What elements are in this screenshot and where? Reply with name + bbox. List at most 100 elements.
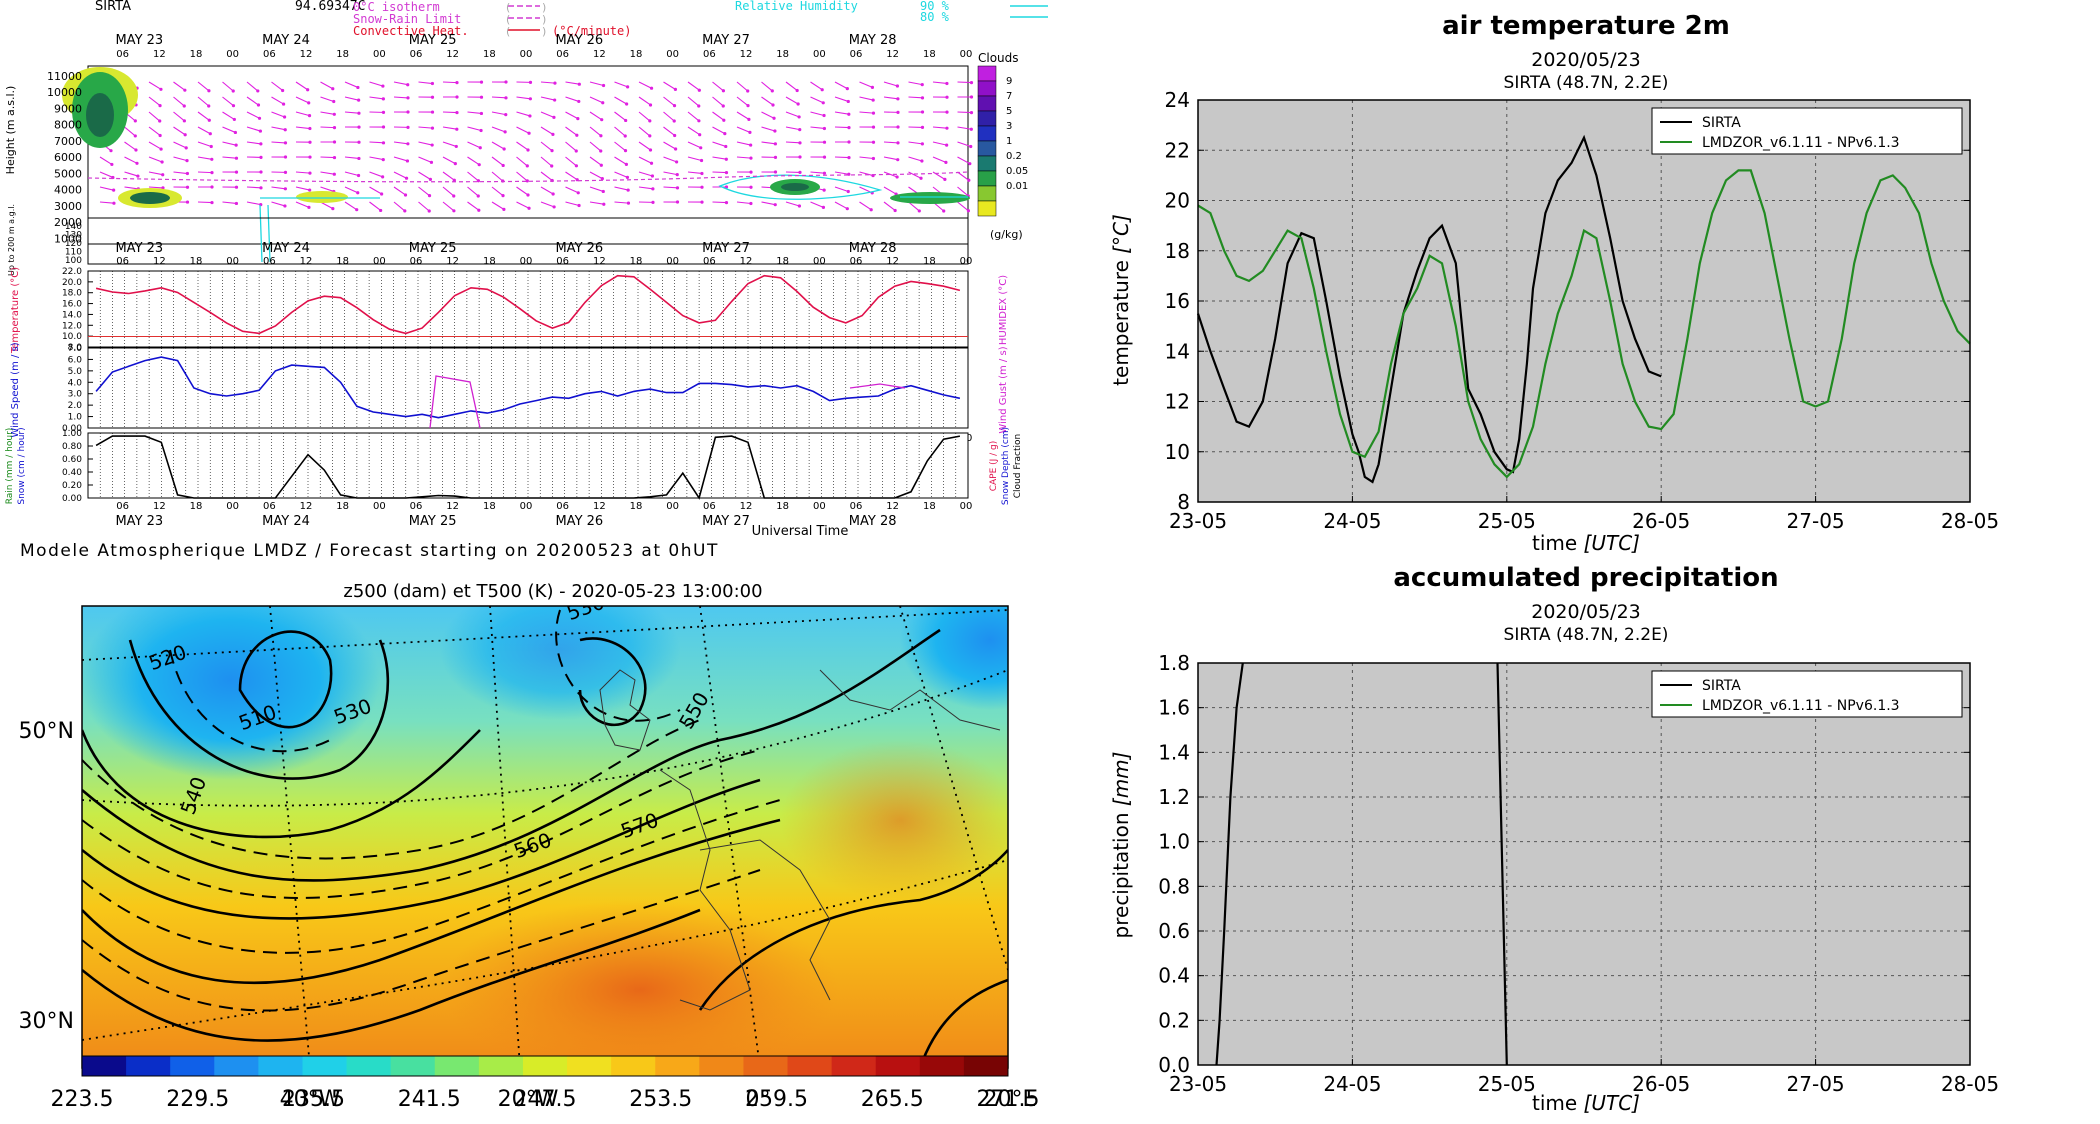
- colorbar-cell: [170, 1056, 215, 1076]
- wind-arrow-head: [455, 95, 458, 98]
- wind-arrow-head: [871, 86, 874, 89]
- wind-arrow-head: [404, 193, 407, 196]
- hour-label: 12: [740, 256, 753, 267]
- wind-arrow-head: [921, 110, 924, 113]
- colorbar-cell: [743, 1056, 788, 1076]
- wind-arrow-head: [698, 89, 701, 92]
- cloudfrac-axis-label: Cloud Fraction: [1013, 434, 1023, 499]
- wind-arrow-head: [134, 119, 137, 122]
- wind-arrow-head: [477, 194, 480, 197]
- colorbar-cell: [788, 1056, 833, 1076]
- day-label: MAY 28: [849, 241, 897, 256]
- colorbar-cell: [655, 1056, 700, 1076]
- hour-label: 12: [153, 256, 166, 267]
- wind-arrow-head: [210, 145, 213, 148]
- height-tick: 9000: [54, 102, 82, 115]
- hour-label: 06: [703, 49, 716, 60]
- colorbar-cell: [82, 1056, 127, 1076]
- clouds-unit: (g/kg): [990, 228, 1023, 241]
- wind-arrow: [443, 112, 457, 113]
- day-label: MAY 28: [849, 33, 897, 48]
- wind-arrow-head: [970, 95, 973, 98]
- hour-label: 18: [336, 49, 349, 60]
- wind-arrow-head: [333, 156, 336, 159]
- wind-arrow-head: [600, 164, 603, 167]
- meteogram-footer: Modele Atmospherique LMDZ / Forecast sta…: [20, 541, 719, 561]
- wind-arrow-head: [673, 119, 676, 122]
- wind-arrow-head: [798, 115, 801, 118]
- wind-arrow-head: [186, 186, 189, 189]
- wind-arrow-head: [234, 131, 237, 134]
- cloud-blob: [130, 192, 170, 204]
- wind-arrow: [321, 127, 335, 128]
- wind-arrow-head: [698, 133, 701, 136]
- wind-arrow-head: [823, 141, 826, 144]
- hour-label: 00: [813, 501, 826, 512]
- colorbar-label: 0.2: [1006, 151, 1022, 162]
- wind-arrow-head: [283, 204, 286, 207]
- snowdepth-axis-label: Snow Depth (cm): [1001, 427, 1011, 505]
- wind-arrow-head: [382, 141, 385, 144]
- wind-arrow-head: [771, 103, 774, 106]
- colorbar-label: 1: [1006, 136, 1012, 147]
- hour-label: 00: [373, 501, 386, 512]
- wind-arrow-head: [725, 201, 728, 204]
- wind-arrow: [713, 202, 727, 203]
- precipitation-chart-svg: accumulated precipitation 2020/05/23 SIR…: [1090, 565, 2100, 1120]
- wind-arrow-head: [109, 149, 112, 152]
- wind-arrow-head: [772, 117, 775, 120]
- wind-arrow-head: [159, 134, 162, 137]
- hour-label: 18: [336, 256, 349, 267]
- wind-arrow-head: [529, 97, 532, 100]
- day-label: MAY 25: [409, 33, 457, 48]
- wind-arrow-head: [970, 128, 973, 131]
- wind-arrow-head: [896, 125, 899, 128]
- wind-arrow-head: [969, 145, 972, 148]
- wind-arrow-head: [502, 208, 505, 211]
- wind-arrow-head: [896, 111, 899, 114]
- wind-arrow: [713, 172, 727, 173]
- colorbar-tick: 247.5: [514, 1087, 577, 1112]
- wind-arrow-head: [847, 140, 850, 143]
- wind-arrow-head: [920, 159, 923, 162]
- wind-arrow-head: [159, 147, 162, 150]
- wind-arrow-head: [674, 147, 677, 150]
- hour-label: 18: [190, 49, 203, 60]
- hour-label: 18: [630, 256, 643, 267]
- wind-arrow-head: [232, 89, 235, 92]
- wind-arrow-head: [725, 158, 728, 161]
- x-tick-label: 24-05: [1323, 509, 1381, 533]
- height-tick: 5000: [54, 167, 82, 180]
- colorbar-cell: [978, 111, 996, 126]
- wind-arrow-head: [357, 99, 360, 102]
- wind-arrow-head: [333, 140, 336, 143]
- wind-arrow-head: [382, 158, 385, 161]
- x-tick-label: 25-05: [1478, 1072, 1536, 1096]
- wind-arrow-head: [870, 208, 873, 211]
- wind-arrow-head: [553, 205, 556, 208]
- wind-arrow-head: [602, 190, 605, 193]
- x-tick-label: 27-05: [1787, 1072, 1845, 1096]
- hour-label: 12: [446, 256, 459, 267]
- hour-label: 06: [556, 256, 569, 267]
- wind-arrow-head: [970, 81, 973, 84]
- wind-arrow-head: [357, 157, 360, 160]
- wind-arrow-head: [945, 144, 948, 147]
- wind-arrow-head: [648, 119, 651, 122]
- wind-arrow-head: [724, 145, 727, 148]
- temperature-chart: air temperature 2m 2020/05/23 SIRTA (48.…: [1090, 0, 2100, 565]
- wind-arrow-head: [872, 157, 875, 160]
- day-label: MAY 23: [115, 241, 163, 256]
- height-tick: 3000: [54, 200, 82, 213]
- wind-arrow-head: [625, 163, 628, 166]
- wind-arrow-head: [749, 202, 752, 205]
- gust-axis-label: Wind Gust (m / s): [998, 346, 1009, 433]
- wind-arrow-head: [429, 178, 432, 181]
- wind-arrow-head: [333, 126, 336, 129]
- colorbar-cell: [302, 1056, 347, 1076]
- wind-arrow-head: [455, 81, 458, 84]
- wind-arrow-head: [846, 87, 849, 90]
- wind-arrow-head: [921, 142, 924, 145]
- panel-tick: 16.0: [62, 300, 82, 310]
